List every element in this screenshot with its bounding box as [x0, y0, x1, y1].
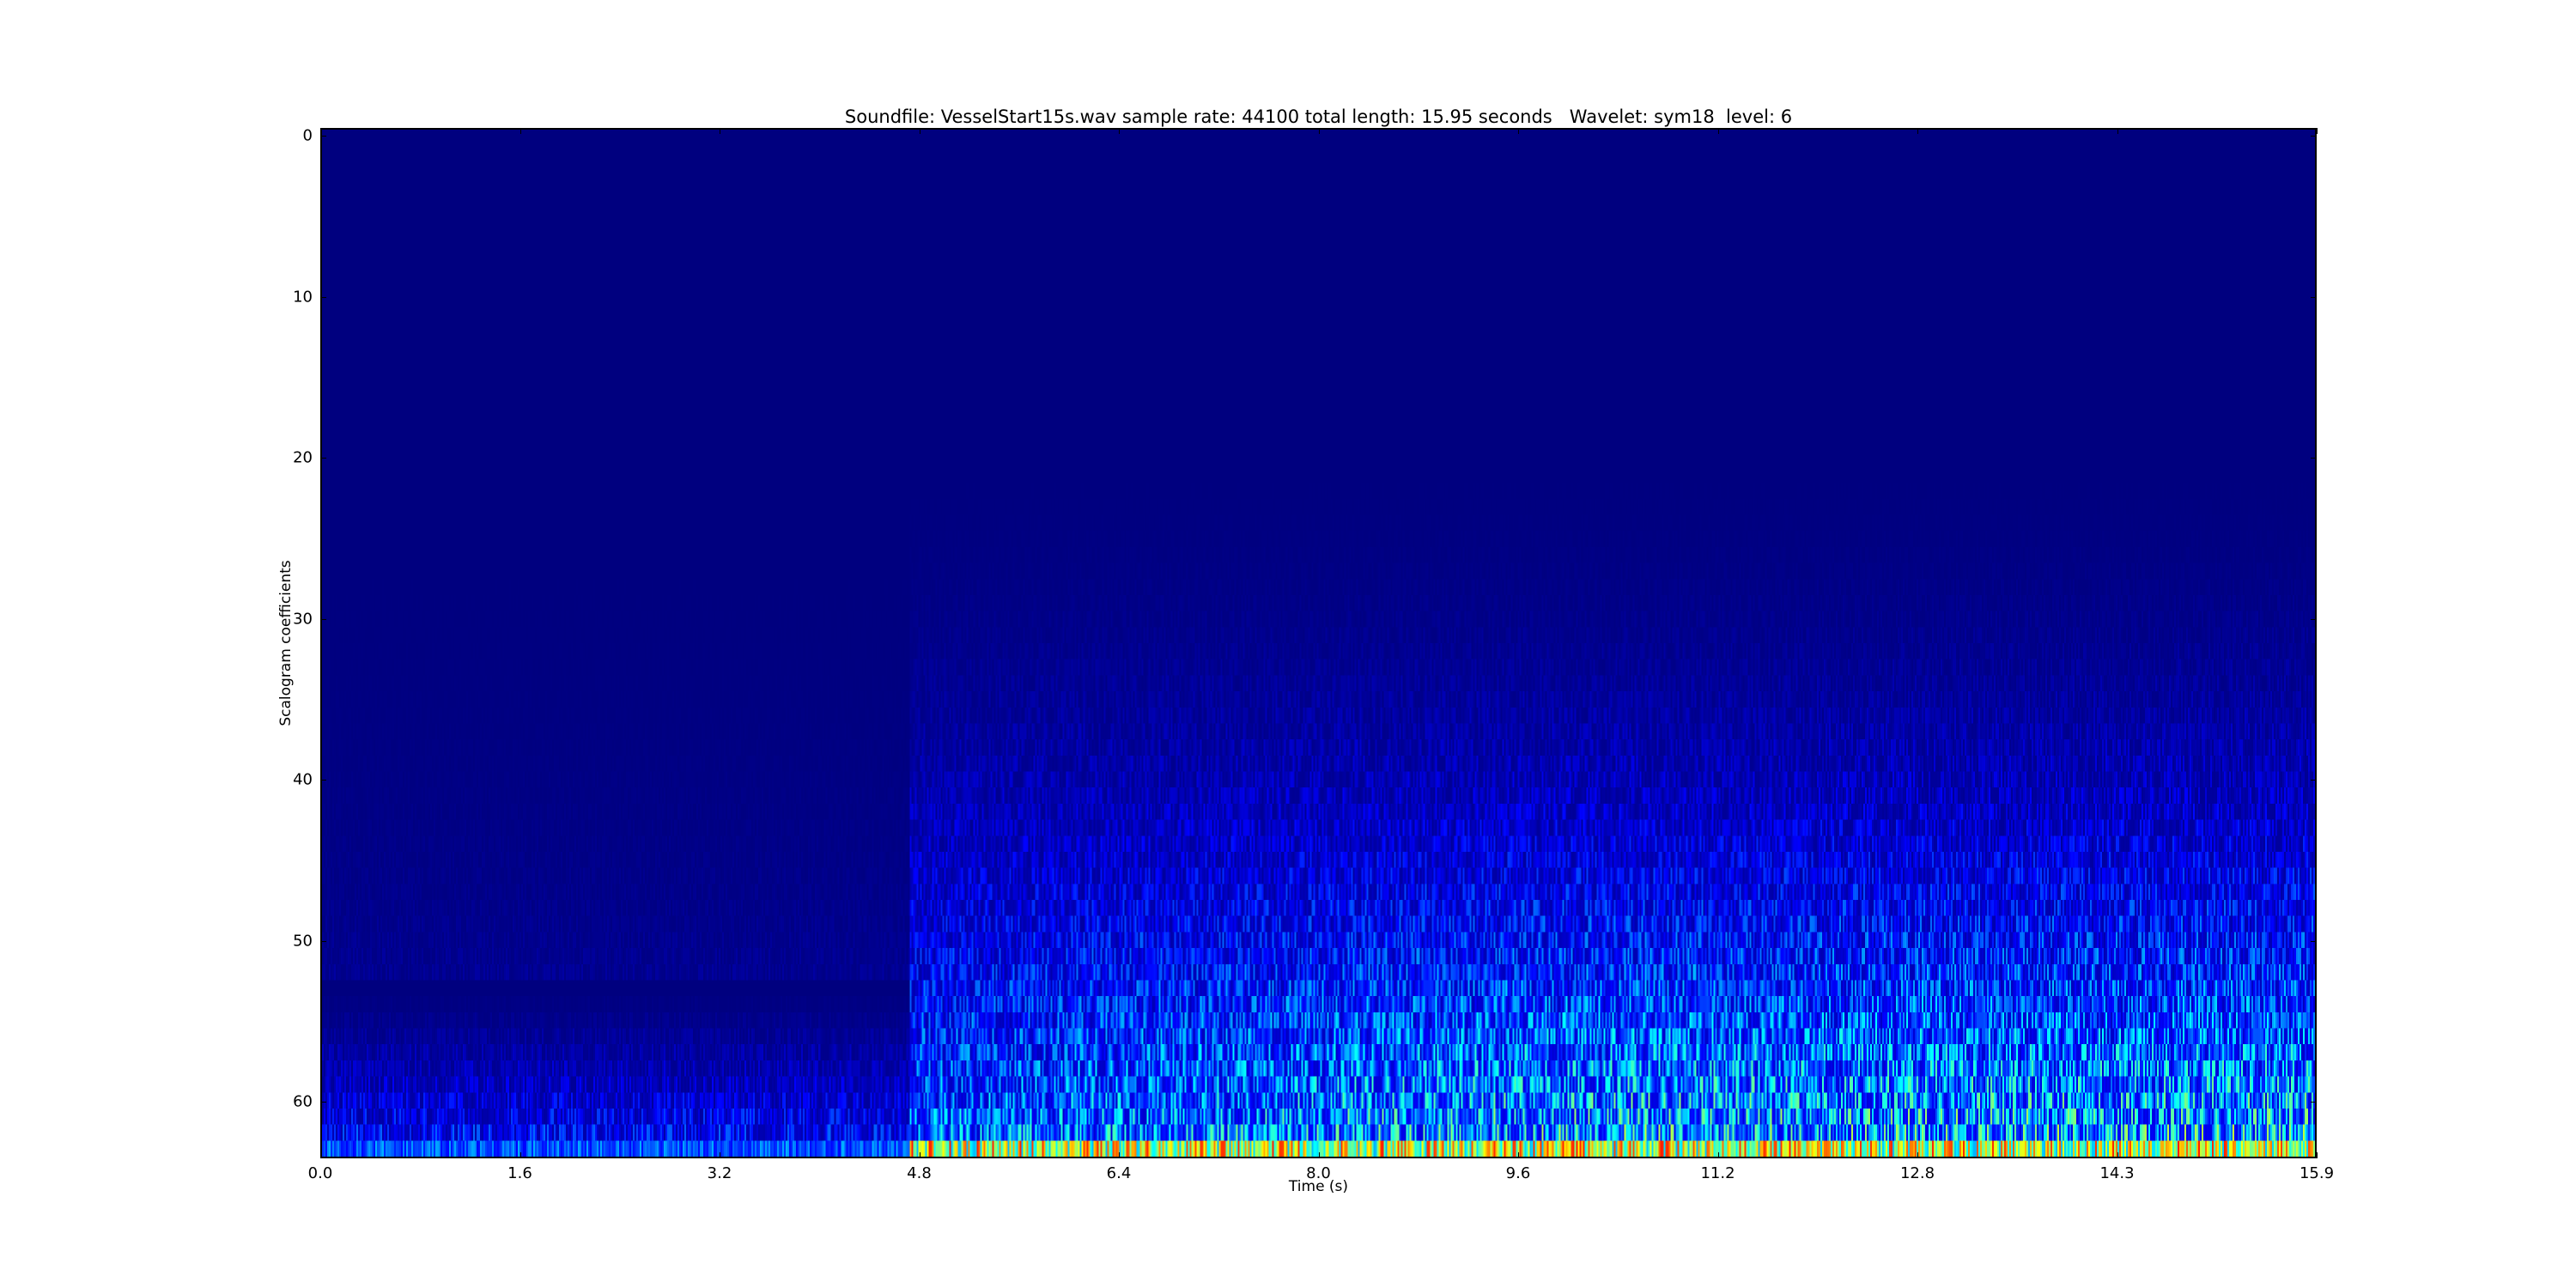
- y-tick-mark: [320, 940, 326, 942]
- x-tick-mark: [320, 128, 321, 134]
- y-tick-mark: [2311, 136, 2317, 137]
- x-tick-mark: [1717, 128, 1719, 134]
- x-tick-mark: [1917, 1152, 1918, 1158]
- x-tick-mark: [2117, 128, 2118, 134]
- y-tick-label: 10: [293, 288, 313, 307]
- x-tick-label: 12.8: [1899, 1164, 1935, 1182]
- y-tick-mark: [2311, 458, 2317, 459]
- x-tick-mark: [2317, 128, 2318, 134]
- y-tick-mark: [320, 780, 326, 781]
- x-tick-label: 8.0: [1306, 1164, 1331, 1182]
- y-tick-label: 40: [293, 770, 313, 789]
- x-tick-mark: [1917, 128, 1918, 134]
- chart-title: Soundfile: VesselStart15s.wav sample rat…: [844, 106, 1793, 127]
- x-tick-label: 3.2: [707, 1164, 732, 1182]
- x-tick-label: 0.0: [307, 1164, 333, 1182]
- y-tick-mark: [2311, 1102, 2317, 1103]
- y-tick-label: 60: [293, 1092, 313, 1111]
- y-tick-label: 30: [293, 610, 313, 629]
- x-tick-mark: [1518, 128, 1519, 134]
- y-tick-mark: [2311, 618, 2317, 620]
- y-tick-label: 0: [302, 126, 313, 145]
- x-tick-mark: [2317, 1152, 2318, 1158]
- y-tick-mark: [2311, 940, 2317, 942]
- y-tick-mark: [320, 296, 326, 298]
- y-tick-mark: [2311, 780, 2317, 781]
- y-tick-mark: [320, 1102, 326, 1103]
- y-tick-label: 50: [293, 932, 313, 951]
- scalogram-heatmap: [322, 130, 2315, 1157]
- x-tick-mark: [1119, 1152, 1120, 1158]
- x-tick-mark: [1518, 1152, 1519, 1158]
- x-tick-mark: [2117, 1152, 2118, 1158]
- y-tick-mark: [320, 136, 326, 137]
- x-axis-label: Time (s): [1288, 1178, 1349, 1195]
- x-tick-mark: [519, 1152, 521, 1158]
- x-tick-label: 4.8: [907, 1164, 932, 1182]
- plot-area: [320, 128, 2317, 1158]
- x-tick-label: 11.2: [1700, 1164, 1735, 1182]
- y-tick-mark: [320, 618, 326, 620]
- x-tick-mark: [1318, 128, 1320, 134]
- x-tick-mark: [1119, 128, 1120, 134]
- x-tick-label: 1.6: [507, 1164, 532, 1182]
- x-tick-label: 14.3: [2099, 1164, 2135, 1182]
- x-tick-mark: [519, 128, 521, 134]
- x-tick-label: 9.6: [1505, 1164, 1531, 1182]
- y-tick-label: 20: [293, 448, 313, 467]
- y-axis-label: Scalogram coefficients: [277, 560, 295, 726]
- x-tick-label: 15.9: [2299, 1164, 2335, 1182]
- x-tick-mark: [1318, 1152, 1320, 1158]
- y-tick-mark: [2311, 296, 2317, 298]
- y-tick-mark: [320, 458, 326, 459]
- x-tick-mark: [1717, 1152, 1719, 1158]
- x-tick-mark: [320, 1152, 321, 1158]
- x-tick-label: 6.4: [1106, 1164, 1132, 1182]
